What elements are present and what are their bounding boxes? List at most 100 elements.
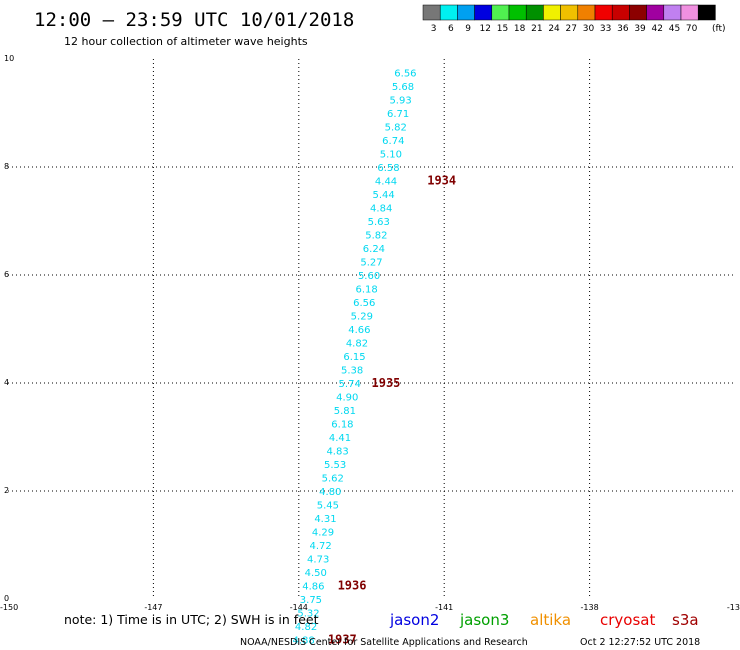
wave-height-point: 5.82	[365, 231, 387, 242]
footer-note: note: 1) Time is in UTC; 2) SWH is in fe…	[64, 612, 319, 627]
legend-label: 42	[652, 24, 663, 34]
x-tick-label: -141	[435, 603, 453, 612]
wave-height-point: 5.53	[324, 460, 346, 471]
wave-height-point: 6.56	[394, 69, 416, 80]
axis-ticks: 0 2 4 6 8 10 -150 -147 -144 -141 -138 -13	[0, 54, 740, 612]
wave-height-point: 6.18	[331, 420, 353, 431]
legend-label: 12	[480, 24, 491, 34]
wave-height-points: 6.56 5.68 5.93 6.71 5.82 6.74 5.10 6.58 4.44 5.44…	[293, 69, 417, 647]
wave-height-point: 4.86	[302, 582, 324, 593]
wave-height-point: 4.73	[307, 555, 329, 566]
wave-height-point: 4.50	[305, 568, 327, 579]
legend-label: 36	[617, 24, 629, 34]
legend-swatch	[680, 4, 699, 21]
satellite-cryosat: cryosat	[600, 611, 655, 629]
wave-height-point: 5.32	[297, 609, 319, 620]
footer-timestamp: Oct 2 12:27:52 UTC 2018	[580, 637, 700, 648]
wave-height-point: 4.72	[309, 541, 331, 552]
wave-height-point: 4.41	[329, 433, 351, 444]
x-tick-label: -13	[727, 603, 740, 612]
wave-height-point: 4.29	[312, 528, 334, 539]
wave-height-point: 4.80	[319, 487, 341, 498]
x-tick-label: -138	[581, 603, 599, 612]
legend-swatch	[560, 4, 579, 21]
wave-height-point: 6.24	[363, 244, 385, 255]
legend-label: 15	[497, 24, 508, 34]
legend-label: 18	[514, 24, 526, 34]
y-tick-label: 2	[4, 486, 9, 495]
chart-subtitle: 12 hour collection of altimeter wave hei…	[64, 35, 308, 48]
time-label: 1937	[328, 633, 357, 647]
wave-height-point: 5.93	[389, 96, 411, 107]
satellite-legend: jason2 jason3 altika cryosat s3a	[389, 611, 699, 629]
time-labels: 1934 1935 1936 1937	[328, 174, 456, 647]
wave-height-color-legend: 3 6 9 12 15 18 21 24 27 30 33 36 39 42 45 70	[422, 4, 716, 34]
wave-height-point: 5.62	[322, 474, 344, 485]
wave-height-point: 3.75	[300, 595, 322, 606]
legend-label: 45	[669, 24, 680, 34]
x-tick-label: -147	[144, 603, 162, 612]
legend-label: 21	[531, 24, 542, 34]
time-label: 1935	[372, 376, 401, 390]
legend-label: 33	[600, 24, 611, 34]
wave-height-point: 6.71	[387, 109, 409, 120]
wave-height-point: 6.18	[356, 285, 378, 296]
wave-height-point: 4.84	[370, 204, 392, 215]
legend-swatch	[629, 4, 647, 21]
legend-swatch	[525, 4, 544, 21]
wave-height-point: 5.29	[351, 312, 373, 323]
wave-height-point: 5.68	[392, 82, 414, 93]
wave-height-point: 5.60	[358, 271, 380, 282]
legend-label: 24	[548, 24, 560, 34]
satellite-s3a: s3a	[672, 611, 699, 629]
legend-swatch	[611, 4, 630, 21]
legend-swatch	[508, 4, 527, 21]
wave-height-point: 6.15	[343, 352, 365, 363]
legend-label: 39	[634, 24, 646, 34]
satellite-jason2: jason2	[389, 611, 439, 629]
legend-swatch	[543, 4, 561, 21]
wave-height-point: 4.88	[293, 636, 315, 647]
legend-swatch	[577, 4, 596, 21]
y-tick-label: 10	[4, 54, 14, 63]
legend-swatch	[474, 4, 493, 21]
satellite-altika: altika	[530, 611, 571, 629]
wave-height-point: 5.63	[368, 217, 390, 228]
x-tick-label: -150	[0, 603, 18, 612]
wave-height-point: 6.74	[382, 136, 404, 147]
wave-height-point: 5.45	[317, 501, 339, 512]
wave-height-point: 4.83	[326, 447, 348, 458]
legend-label: 3	[431, 24, 437, 34]
time-label: 1934	[427, 174, 456, 188]
legend-label: 30	[583, 24, 595, 34]
wave-height-point: 4.66	[348, 325, 370, 336]
wave-height-point: 5.27	[360, 258, 382, 269]
chart-grid	[8, 59, 735, 599]
wave-height-point: 5.82	[385, 123, 407, 134]
wave-height-point: 5.81	[334, 406, 356, 417]
legend-label: 70	[686, 24, 698, 34]
wave-height-point: 4.90	[336, 393, 358, 404]
time-label: 1936	[338, 579, 367, 593]
chart-title: 12:00 – 23:59 UTC 10/01/2018	[34, 9, 354, 31]
y-tick-label: 4	[4, 378, 9, 387]
wave-height-point: 6.58	[377, 163, 399, 174]
y-tick-label: 6	[4, 270, 9, 279]
y-tick-label: 0	[4, 594, 9, 603]
legend-unit: (ft)	[712, 24, 726, 34]
legend-label: 27	[566, 24, 577, 34]
y-tick-label: 8	[4, 162, 9, 171]
legend-swatch	[594, 4, 613, 21]
wave-height-point: 5.44	[372, 190, 394, 201]
wave-height-point: 4.31	[314, 514, 336, 525]
x-tick-label: -144	[290, 603, 308, 612]
wave-height-point: 4.82	[346, 339, 368, 350]
wave-height-point: 5.74	[339, 379, 361, 390]
wave-height-point: 4.44	[375, 177, 397, 188]
legend-swatch	[646, 4, 665, 21]
legend-label: 6	[448, 24, 454, 34]
footer-credit: NOAA/NESDIS Center for Satellite Applica…	[240, 637, 528, 648]
legend-swatch	[422, 4, 441, 21]
wave-height-point: 6.56	[353, 298, 375, 309]
